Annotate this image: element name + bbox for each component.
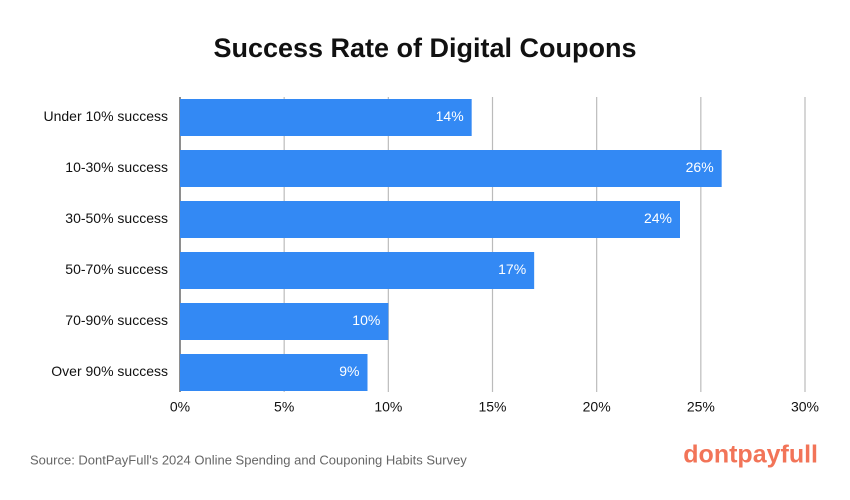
x-tick-label: 5% (274, 399, 294, 415)
bar (180, 150, 722, 187)
bar (180, 303, 389, 340)
source-note: Source: DontPayFull's 2024 Online Spendi… (30, 452, 467, 467)
x-tick-label: 15% (478, 399, 506, 415)
chart-title: Success Rate of Digital Coupons (213, 33, 636, 63)
bar (180, 201, 680, 238)
x-tick-label: 25% (687, 399, 715, 415)
y-tick-label: Over 90% success (51, 363, 168, 379)
value-label: 10% (352, 312, 380, 328)
value-label: 17% (498, 261, 526, 277)
x-tick-label: 0% (170, 399, 190, 415)
value-label: 9% (339, 363, 359, 379)
y-tick-label: 70-90% success (65, 312, 168, 328)
value-label: 14% (436, 108, 464, 124)
logo: dontpayfull (683, 441, 818, 469)
value-label: 24% (644, 210, 672, 226)
bar (180, 99, 472, 136)
x-tick-label: 20% (583, 399, 611, 415)
y-tick-label: 50-70% success (65, 261, 168, 277)
y-tick-label: 30-50% success (65, 210, 168, 226)
x-tick-label: 10% (374, 399, 402, 415)
value-label: 26% (686, 159, 714, 175)
bar (180, 252, 535, 289)
y-tick-label: 10-30% success (65, 159, 168, 175)
x-tick-label: 30% (791, 399, 819, 415)
bar (180, 354, 368, 391)
y-tick-label: Under 10% success (43, 108, 168, 124)
